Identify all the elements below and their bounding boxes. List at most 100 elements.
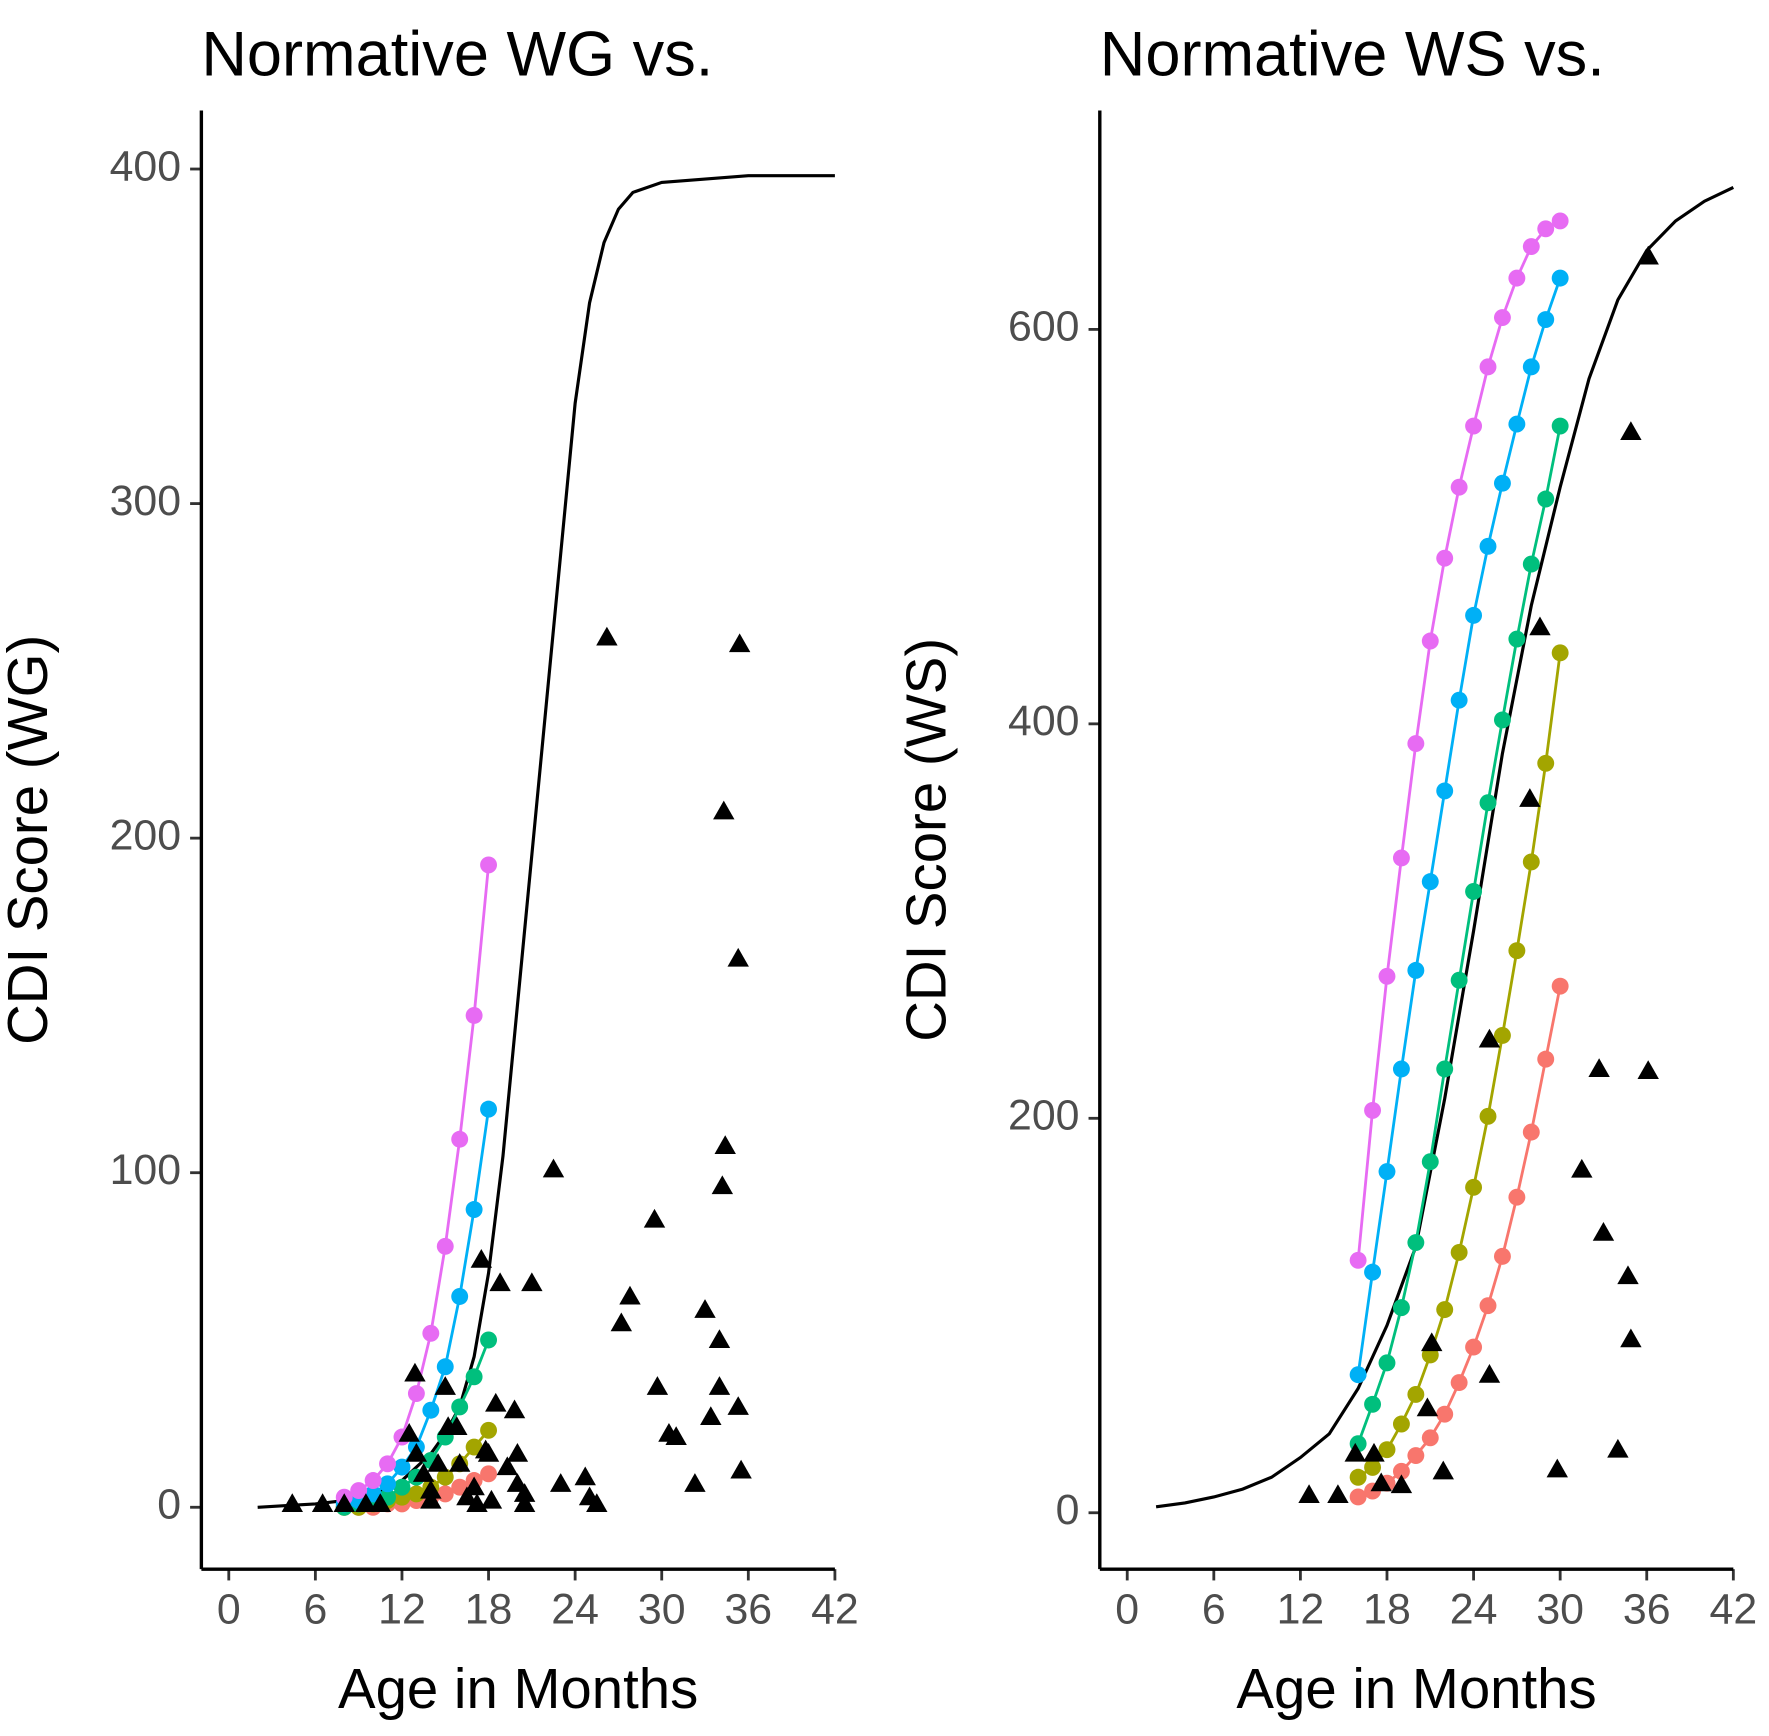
point	[1508, 942, 1526, 960]
triangle-point	[1298, 1484, 1320, 1504]
x-tick-label: 42	[811, 1585, 859, 1633]
triangle-point	[1588, 1058, 1610, 1078]
point	[422, 1401, 440, 1419]
point	[1508, 630, 1526, 648]
triangle-point	[420, 1489, 442, 1509]
triangle-point	[521, 1272, 543, 1292]
point	[1364, 1101, 1382, 1119]
point	[1522, 358, 1540, 376]
point	[393, 1458, 411, 1476]
point	[1407, 1234, 1425, 1252]
triangle-point	[405, 1443, 428, 1462]
triangle-point	[586, 1493, 608, 1512]
triangle-point	[427, 1453, 449, 1472]
triangle-point	[480, 1489, 503, 1509]
point	[480, 1421, 498, 1439]
point	[1392, 849, 1410, 867]
point	[1407, 1447, 1425, 1465]
point	[480, 1465, 498, 1483]
point	[480, 856, 498, 874]
triangle-point	[1546, 1458, 1568, 1478]
point	[1465, 606, 1483, 624]
point	[1479, 537, 1497, 555]
triangle-point	[596, 626, 618, 646]
triangle-point	[700, 1406, 722, 1425]
y-tick-label: 400	[1008, 697, 1079, 745]
y-tick-label: 600	[1008, 303, 1079, 351]
triangle-point	[619, 1285, 641, 1305]
point	[1508, 415, 1526, 433]
panel-title: Normative WG vs.	[201, 19, 713, 89]
triangle-point	[1620, 1328, 1642, 1348]
point	[436, 1485, 454, 1503]
point	[1378, 1163, 1396, 1181]
point	[1392, 1415, 1410, 1433]
triangle-point	[1390, 1474, 1413, 1494]
point	[1349, 1251, 1367, 1269]
triangle-point	[1592, 1221, 1615, 1241]
point	[1537, 220, 1555, 238]
point	[1450, 1374, 1468, 1392]
point	[1551, 212, 1569, 230]
point	[1364, 1395, 1382, 1413]
point	[1508, 1188, 1526, 1206]
x-tick-label: 42	[1710, 1585, 1758, 1633]
point	[1493, 1247, 1511, 1265]
point	[364, 1485, 382, 1503]
point	[364, 1472, 382, 1489]
point	[451, 1478, 469, 1496]
point	[1421, 1429, 1439, 1447]
point	[1349, 1366, 1367, 1384]
triangle-point	[1637, 1060, 1659, 1080]
point	[1378, 967, 1396, 985]
series-line	[1155, 185, 1735, 1509]
triangle-point	[708, 1376, 731, 1395]
triangle-point	[1519, 788, 1541, 807]
point	[1465, 417, 1483, 435]
triangle-point	[311, 1493, 334, 1512]
triangle-point	[1370, 1472, 1392, 1492]
triangle-point	[1607, 1438, 1629, 1458]
triangle-point	[333, 1493, 355, 1512]
triangle-point	[711, 1175, 734, 1195]
x-tick-label: 0	[1115, 1585, 1139, 1633]
x-axis-title: Age in Months	[1236, 1657, 1596, 1720]
triangle-point	[708, 1329, 731, 1349]
triangle-point	[730, 1459, 752, 1479]
point	[451, 1130, 469, 1148]
point	[1493, 711, 1511, 729]
x-tick-label: 36	[724, 1585, 772, 1633]
point	[1392, 1299, 1410, 1317]
x-tick-label: 24	[551, 1585, 599, 1633]
triangle-point	[485, 1392, 507, 1412]
point	[407, 1485, 425, 1503]
point	[436, 1358, 454, 1376]
y-tick-label: 100	[110, 1146, 181, 1194]
triangle-point	[369, 1493, 392, 1512]
point	[436, 1237, 454, 1255]
y-tick-label: 0	[1056, 1486, 1080, 1534]
point	[1479, 794, 1497, 812]
x-tick-label: 30	[1536, 1585, 1584, 1633]
point	[379, 1455, 396, 1473]
point	[1407, 961, 1425, 979]
triangle-point	[714, 1135, 736, 1154]
triangle-point	[404, 1362, 426, 1382]
triangle-point	[1363, 1442, 1385, 1462]
x-tick-label: 18	[1363, 1585, 1411, 1633]
y-tick-label: 200	[110, 811, 181, 859]
x-tick-label: 0	[217, 1585, 241, 1633]
triangle-point	[549, 1473, 572, 1492]
point	[1421, 1153, 1439, 1171]
point	[350, 1482, 368, 1499]
triangle-point	[1637, 245, 1659, 265]
triangle-point	[728, 633, 751, 653]
point	[1392, 1462, 1410, 1480]
point	[1551, 977, 1569, 995]
triangle-point	[1416, 1397, 1439, 1417]
point	[422, 1324, 440, 1342]
triangle-point	[456, 1486, 478, 1506]
series-line	[343, 864, 490, 1499]
point	[1407, 735, 1425, 753]
triangle-point	[727, 1396, 749, 1415]
